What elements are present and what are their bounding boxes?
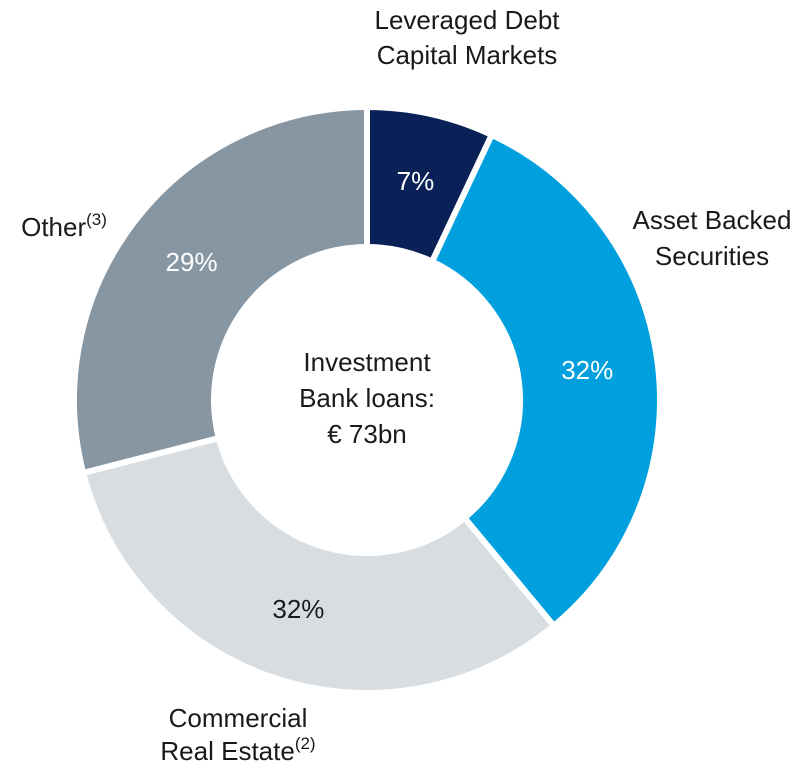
value-label: 32%	[561, 355, 613, 385]
category-label-line: Real Estate	[160, 736, 294, 766]
footnote-marker: (2)	[295, 734, 316, 753]
category-label: Asset Backed	[633, 205, 792, 235]
value-label: 29%	[166, 247, 218, 277]
category-label-line: Asset Backed	[633, 205, 792, 235]
center-text: Investment	[303, 347, 431, 377]
category-label: Capital Markets	[377, 40, 558, 70]
donut-segment	[428, 130, 663, 630]
footnote-marker: (3)	[86, 210, 107, 229]
value-label: 7%	[397, 166, 435, 196]
value-label: 32%	[272, 594, 324, 624]
category-label-line: Securities	[655, 241, 769, 271]
category-label: Securities	[655, 241, 769, 271]
category-label-line: Capital Markets	[377, 40, 558, 70]
category-label: Other(3)	[21, 210, 107, 241]
category-label-line: Commercial	[169, 703, 308, 733]
center-text: Bank loans:	[299, 383, 435, 413]
donut-segment	[79, 434, 558, 696]
category-label: Leveraged Debt	[374, 5, 560, 35]
center-text: € 73bn	[327, 419, 407, 449]
category-label-line: Leveraged Debt	[374, 5, 560, 35]
category-label: Commercial	[169, 703, 308, 733]
category-label-line: Other	[21, 212, 86, 242]
category-label: Real Estate(2)	[160, 734, 315, 765]
donut-segment	[71, 103, 370, 477]
